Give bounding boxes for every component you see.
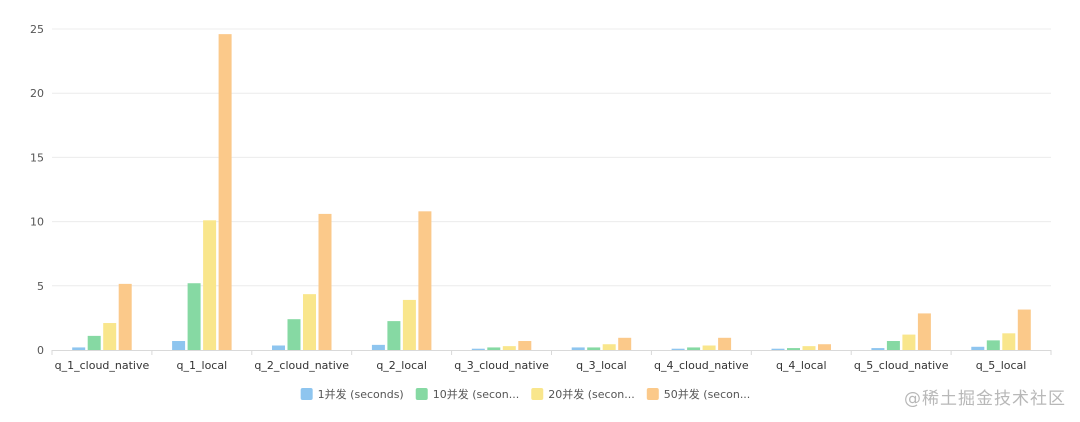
legend-label: 1并发 (seconds) [318,387,404,401]
bar [118,283,132,350]
y-axis-tick-labels: 0 5 10 15 20 25 [30,23,44,357]
bar [986,340,1000,350]
legend-swatch [646,388,659,400]
x-tick-label: q_5_cloud_native [854,359,949,372]
bar [602,344,616,350]
legend-item[interactable]: 20并发 (secon... [531,387,635,401]
bar [886,341,900,350]
bar [871,348,885,350]
bar [518,341,532,350]
x-tick-label: q_5_local [976,359,1027,372]
bar [718,337,732,350]
bar [502,346,516,350]
bar [571,347,585,350]
y-tick-label: 15 [30,151,44,164]
legend-swatch [531,388,544,400]
x-tick-label: q_3_cloud_native [454,359,549,372]
bar [587,347,601,350]
bar [687,347,701,350]
grid-lines [52,28,1051,287]
bar [287,319,301,350]
legend-item[interactable]: 1并发 (seconds) [300,387,404,401]
x-tick-label: q_2_local [376,359,427,372]
bar [203,220,217,350]
bar [902,334,916,350]
x-tick-label: q_1_cloud_native [55,359,150,372]
bar [917,313,931,350]
x-tick-label: q_4_cloud_native [654,359,749,372]
bar [671,348,685,350]
y-tick-label: 0 [37,344,44,357]
watermark-text: @稀土掘金技术社区 [904,389,1066,409]
bar [1002,333,1016,350]
bar [802,346,816,350]
x-tick-label: q_4_local [776,359,827,372]
legend-swatch [415,388,428,400]
bar [471,348,485,350]
bar [371,344,385,350]
bar [771,348,785,350]
bar [72,347,86,350]
bar [87,335,101,350]
bar [402,299,416,350]
legend-item[interactable]: 50并发 (secon... [646,387,751,401]
legend-label: 20并发 (secon... [548,387,635,401]
bar [172,341,186,350]
bar [387,321,401,350]
y-tick-label: 25 [30,23,44,36]
bar [971,346,985,350]
bar [487,347,501,350]
legend-label: 50并发 (secon... [664,387,751,401]
bar [787,348,800,350]
bar [702,345,716,350]
bar [1017,309,1031,350]
x-axis-category-labels: q_1_cloud_native q_1_local q_2_cloud_nativ… [55,359,1027,372]
bar [218,34,232,351]
legend-item[interactable]: 10并发 (secon... [415,387,520,401]
legend-swatch [300,388,313,400]
y-tick-label: 5 [37,280,44,293]
x-tick-label: q_3_local [576,359,627,372]
bar [272,345,285,350]
x-axis [51,350,1052,355]
bars [72,34,1031,351]
legend-label: 10并发 (secon... [433,387,520,401]
bar [818,344,831,350]
bar [618,337,632,350]
legend: 1并发 (seconds) 10并发 (secon... 20并发 (secon..… [300,387,751,401]
x-tick-label: q_1_local [177,359,228,372]
bar [303,294,316,350]
bar [103,323,117,350]
bar [318,213,332,350]
x-tick-label: q_2_cloud_native [254,359,349,372]
bar [418,211,432,350]
y-tick-label: 10 [30,216,44,229]
bar [187,283,201,350]
y-tick-label: 20 [30,87,44,100]
